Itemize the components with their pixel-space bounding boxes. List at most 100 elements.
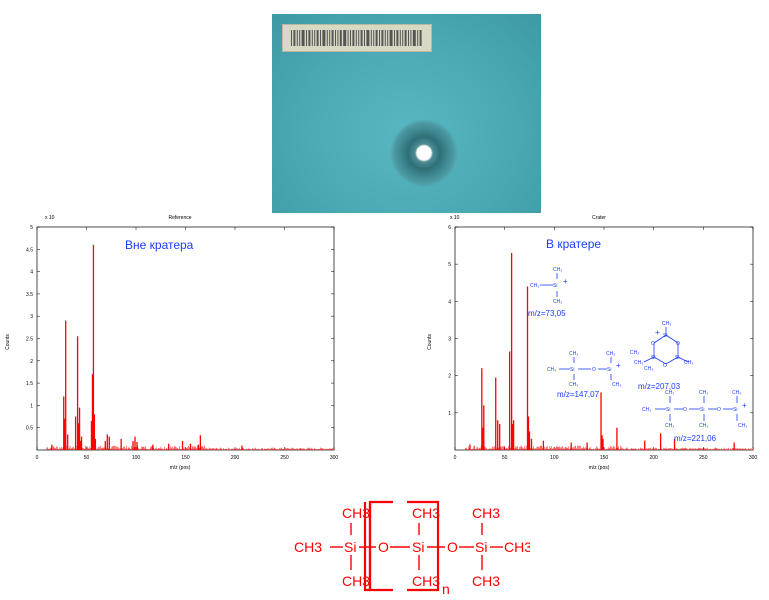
atom-si-3: Si — [475, 539, 487, 555]
spectrum-reference: 0.511.522.533.544.55 0 50 100 150 200 250 300 … — [5, 215, 339, 471]
chart-title: Reference — [168, 215, 191, 221]
barcode-bar — [306, 30, 307, 46]
repeat-subscript-n: n — [442, 581, 450, 596]
barcode-bar — [316, 30, 319, 46]
svg-text:CH₃: CH₃ — [606, 351, 615, 357]
barcode-bar — [419, 30, 422, 46]
x-tick-label: 250 — [699, 455, 708, 461]
y-tick-label: 6 — [448, 225, 451, 231]
plot-frame — [454, 226, 754, 451]
svg-text:Si: Si — [663, 333, 667, 339]
spectrum-peaks — [46, 244, 335, 450]
barcode-bar — [335, 30, 336, 46]
barcode-bar — [373, 30, 375, 46]
svg-text:CH₃: CH₃ — [684, 360, 693, 366]
barcode-bar — [394, 30, 395, 46]
chart-title: Crater — [592, 215, 606, 221]
x-tick-label: 300 — [330, 455, 339, 461]
x-tick-label: 100 — [132, 455, 141, 461]
svg-text:+: + — [563, 277, 568, 286]
group-ch3-left: CH3 — [294, 539, 322, 555]
x-tick-labels: 0 50 100 150 200 250 300 — [36, 455, 339, 461]
y-tick-label: 2.5 — [26, 337, 33, 343]
ion-structure-207 — [643, 327, 689, 365]
y-axis-label: Counts — [427, 334, 433, 350]
atom-si-2: Si — [412, 539, 424, 555]
y-scale-label: x 10 — [450, 215, 460, 221]
svg-text:CH₃: CH₃ — [547, 367, 556, 373]
pdms-structure: CH3 CH3 CH3 CH3 CH3 CH3 CH3 CH3 Si O Si … — [294, 500, 530, 596]
y-tick-labels: 0.5 1 1.5 2 2.5 3 3.5 4 4.5 5 — [26, 225, 33, 432]
barcode-bar — [417, 30, 419, 46]
x-axis-label: m/z (pos) — [170, 465, 191, 471]
barcode-bar — [355, 30, 357, 46]
barcode-bar — [331, 30, 334, 46]
y-tick-label: 3 — [448, 337, 451, 343]
svg-text:CH₃: CH₃ — [699, 390, 708, 396]
x-tick-label: 50 — [84, 455, 90, 461]
y-tick-label: 2 — [30, 359, 33, 365]
crater-spot — [390, 119, 458, 187]
svg-text:CH₃: CH₃ — [569, 351, 578, 357]
ion-structure-221 — [655, 396, 738, 421]
barcode-bar — [404, 30, 407, 46]
y-tick-label: 1.5 — [26, 381, 33, 387]
barcode-bar — [412, 30, 416, 46]
barcode-bar — [337, 30, 339, 46]
y-tick-label: 1 — [448, 411, 451, 417]
svg-text:Si: Si — [733, 407, 737, 413]
group-ch3-right: CH3 — [504, 539, 530, 555]
barcode-bar — [387, 30, 389, 46]
group-ch3-bottom-3: CH3 — [472, 573, 500, 589]
barcode-bar — [370, 30, 372, 46]
mz-label-207: m/z=207,03 — [638, 382, 681, 391]
barcode-bar — [339, 30, 342, 46]
barcode-bar — [329, 30, 331, 46]
ion-structure-73 — [540, 273, 558, 297]
barcode-bar — [343, 30, 347, 46]
atom-o-1: O — [378, 539, 389, 555]
svg-text:CH₃: CH₃ — [553, 267, 562, 273]
y-tick-label: 4 — [448, 299, 451, 305]
barcode-bar — [360, 30, 363, 46]
barcode-bar — [399, 30, 401, 46]
svg-text:O: O — [663, 363, 667, 369]
ion-structure-147 — [559, 357, 612, 380]
x-tick-label: 200 — [231, 455, 240, 461]
mz-label-147: m/z=147,07 — [557, 390, 600, 399]
svg-text:CH₃: CH₃ — [569, 382, 578, 388]
barcode-bar — [314, 30, 316, 46]
x-tick-label: 0 — [454, 455, 457, 461]
barcode-bar — [320, 30, 321, 46]
barcode-bar — [410, 30, 412, 46]
sample-photo — [272, 14, 541, 213]
svg-text:+: + — [655, 328, 660, 337]
barcode-bar — [379, 30, 380, 46]
barcode-bar — [299, 30, 301, 46]
barcode-bar — [366, 30, 370, 46]
svg-text:CH₃: CH₃ — [630, 350, 639, 356]
barcode-bar — [311, 30, 313, 46]
annotation-in-crater: В кратере — [546, 237, 601, 251]
plot-frame — [36, 226, 335, 451]
x-tick-label: 150 — [600, 455, 609, 461]
svg-text:O: O — [651, 341, 655, 347]
ion-structure-147-labels: CH₃ Si O Si + CH₃ CH₃ CH₃ CH₃ — [547, 351, 621, 388]
atom-o-2: O — [447, 539, 458, 555]
barcode-bar — [381, 30, 384, 46]
y-scale-label: x 10 — [45, 215, 55, 221]
y-tick-label: 5 — [30, 225, 33, 231]
barcode-bar — [350, 30, 351, 46]
svg-text:Si: Si — [651, 355, 655, 361]
svg-text:CH₃: CH₃ — [644, 366, 653, 372]
x-tick-label: 50 — [502, 455, 508, 461]
svg-text:CH₃: CH₃ — [634, 360, 643, 366]
barcode-bar — [384, 30, 386, 46]
barcode-bar — [293, 30, 296, 46]
ion-structure-73-labels: CH₃ Si + CH₃ CH₃ — [530, 267, 568, 305]
svg-text:Si: Si — [666, 407, 670, 413]
svg-text:Si: Si — [700, 407, 704, 413]
svg-text:CH₃: CH₃ — [738, 423, 747, 429]
y-tick-label: 4.5 — [26, 247, 33, 253]
